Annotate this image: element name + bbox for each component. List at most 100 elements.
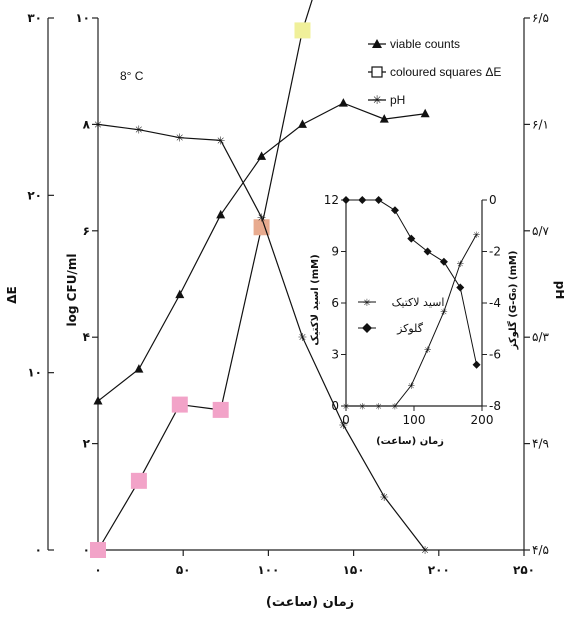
viable-count-point <box>175 289 185 299</box>
log-cfu-tick-label: ۱۰ <box>75 11 90 25</box>
ph-point: ✳ <box>257 212 266 225</box>
inset-series-right <box>342 196 481 369</box>
delta-e-tick-label: ۱۰ <box>27 366 42 380</box>
delta-e-square <box>171 396 188 413</box>
inset-left-tick-label: 9 <box>331 245 339 259</box>
ph-point: ✳ <box>216 134 225 147</box>
svg-text:✳: ✳ <box>363 298 371 309</box>
x-tick-label: ۰ <box>94 563 101 577</box>
ph-tick-label: ۴/۹ <box>532 437 549 451</box>
viable-count-point <box>338 98 348 107</box>
viable-count-point <box>216 209 226 219</box>
inset-right-axis-label: گلوکز (G-G₀) (mM) <box>506 251 519 351</box>
lactic-acid-point: ✳ <box>342 403 350 413</box>
ph-axis-label: pH <box>553 281 564 300</box>
inset-left-tick-label: 12 <box>324 193 339 207</box>
series-logcfu <box>93 98 430 405</box>
main-plot-frame <box>47 18 525 551</box>
ph-tick-label: ۵/۷ <box>532 224 549 238</box>
ph-point: ✳ <box>175 132 184 145</box>
inset-left-tick-label: 3 <box>331 348 339 362</box>
ph-point: ✳ <box>380 491 389 504</box>
log-cfu-tick-label: ۰ <box>83 543 90 557</box>
delta-e-tick-label: ۰ <box>35 543 42 557</box>
inset-legend-label: گلوکز <box>396 322 424 335</box>
inset-chart: 0 100 200 0 3 6 9 12 0 -2 -4 -6 -8 زمان (ساعت) اسی… <box>310 193 519 447</box>
delta-e-square <box>212 401 229 418</box>
series-line-ph <box>97 123 426 551</box>
inset-x-tick-label: 200 <box>471 413 494 427</box>
delta-e-tick-label: ۲۰ <box>27 188 42 202</box>
lactic-acid-point: ✳ <box>456 260 464 270</box>
legend-entry-ph: ✳ pH <box>368 93 405 107</box>
inset-right-tick-label: -4 <box>489 296 501 310</box>
lactic-acid-point: ✳ <box>473 231 481 241</box>
log-cfu-tick-label: ۸ <box>83 117 91 131</box>
x-tick-label: ۱۰۰ <box>257 563 279 577</box>
ph-tick-label: ۴/۵ <box>532 543 549 557</box>
main-series: ✳ ✳ ✳ ✳ ✳ ✳ ✳ ✳ ✳ <box>90 0 430 558</box>
lactic-acid-point: ✳ <box>375 403 383 413</box>
delta-e-axis-label: ΔE <box>5 286 19 303</box>
viable-count-point <box>93 396 103 405</box>
delta-e-square <box>130 472 147 489</box>
inset-right-tick-label: 0 <box>489 193 497 207</box>
ph-tick-label: ۵/۳ <box>532 330 549 344</box>
series-ph: ✳ ✳ ✳ ✳ ✳ ✳ ✳ ✳ ✳ <box>93 118 429 557</box>
viable-count-point <box>257 151 267 160</box>
glucose-point <box>423 247 432 256</box>
glucose-point <box>456 283 465 292</box>
lactic-acid-point: ✳ <box>424 346 432 356</box>
inset-left-axis-label: اسید لاکتیک (mM) <box>310 254 321 345</box>
viable-count-point <box>379 114 389 123</box>
legend-label: coloured squares ΔE <box>390 65 501 79</box>
ph-axis-ticks: ۴/۵ ۴/۹ ۵/۳ ۵/۷ ۶/۱ ۶/۵ <box>524 11 549 557</box>
delta-e-axis-ticks: ۰ ۱۰ ۲۰ ۳۰ <box>27 11 54 557</box>
x-tick-label: ۱۵۰ <box>343 563 365 577</box>
glucose-point <box>358 196 367 204</box>
legend-label: pH <box>390 93 405 107</box>
x-axis-ticks: ۰ ۵۰ ۱۰۰ ۱۵۰ ۲۰۰ ۲۵۰ <box>94 550 535 577</box>
series-line-logcfu <box>97 102 426 402</box>
series-deltaE <box>90 0 313 558</box>
inset-series-line-right <box>346 199 478 365</box>
delta-e-square <box>294 22 311 39</box>
legend-entry-coloured-squares: coloured squares ΔE <box>368 65 501 79</box>
x-tick-label: ۵۰ <box>176 563 191 577</box>
lactic-acid-point: ✳ <box>408 382 416 392</box>
ph-tick-label: ۶/۱ <box>532 117 549 131</box>
ph-point: ✳ <box>134 124 143 137</box>
ph-point: ✳ <box>298 331 307 344</box>
inset-right-tick-label: -8 <box>489 399 501 413</box>
inset-legend-label: اسید لاکتیک <box>392 296 445 309</box>
lactic-acid-point: ✳ <box>391 403 399 413</box>
lactic-acid-point: ✳ <box>440 308 448 318</box>
x-tick-label: ۲۵۰ <box>513 563 535 577</box>
inset-x-axis-ticks: 0 100 200 <box>342 406 493 427</box>
glucose-point <box>342 196 350 204</box>
temperature-annotation: 8° C <box>120 69 144 83</box>
inset-right-axis-ticks: 0 -2 -4 -6 -8 <box>482 193 501 413</box>
legend-label: viable counts <box>390 37 460 51</box>
viable-count-point <box>134 364 144 373</box>
inset-left-tick-label: 6 <box>331 296 339 310</box>
svg-text:✳: ✳ <box>372 93 382 107</box>
inset-right-tick-label: -6 <box>489 348 501 362</box>
log-cfu-tick-label: ۴ <box>83 330 90 344</box>
ph-tick-label: ۶/۵ <box>532 11 549 25</box>
inset-x-tick-label: 100 <box>403 413 426 427</box>
viable-count-point <box>297 119 307 128</box>
glucose-point <box>390 206 399 215</box>
ph-point: ✳ <box>93 118 102 131</box>
glucose-point <box>407 234 416 243</box>
series-line-deltaE <box>97 0 313 551</box>
inset-x-tick-label: 0 <box>342 413 350 427</box>
inset-series: ✳ ✳ ✳ ✳ ✳ ✳ ✳ ✳ ✳ <box>342 196 481 413</box>
legend-entry-viable-counts: viable counts <box>368 37 460 51</box>
ph-point: ✳ <box>421 544 430 557</box>
log-cfu-tick-label: ۶ <box>83 224 90 238</box>
inset-left-axis-ticks: 0 3 6 9 12 <box>324 193 346 413</box>
inset-legend-lactic: ✳ اسید لاکتیک <box>358 296 444 309</box>
log-cfu-axis-ticks: ۰ ۲ ۴ ۶ ۸ ۱۰ <box>75 11 98 557</box>
